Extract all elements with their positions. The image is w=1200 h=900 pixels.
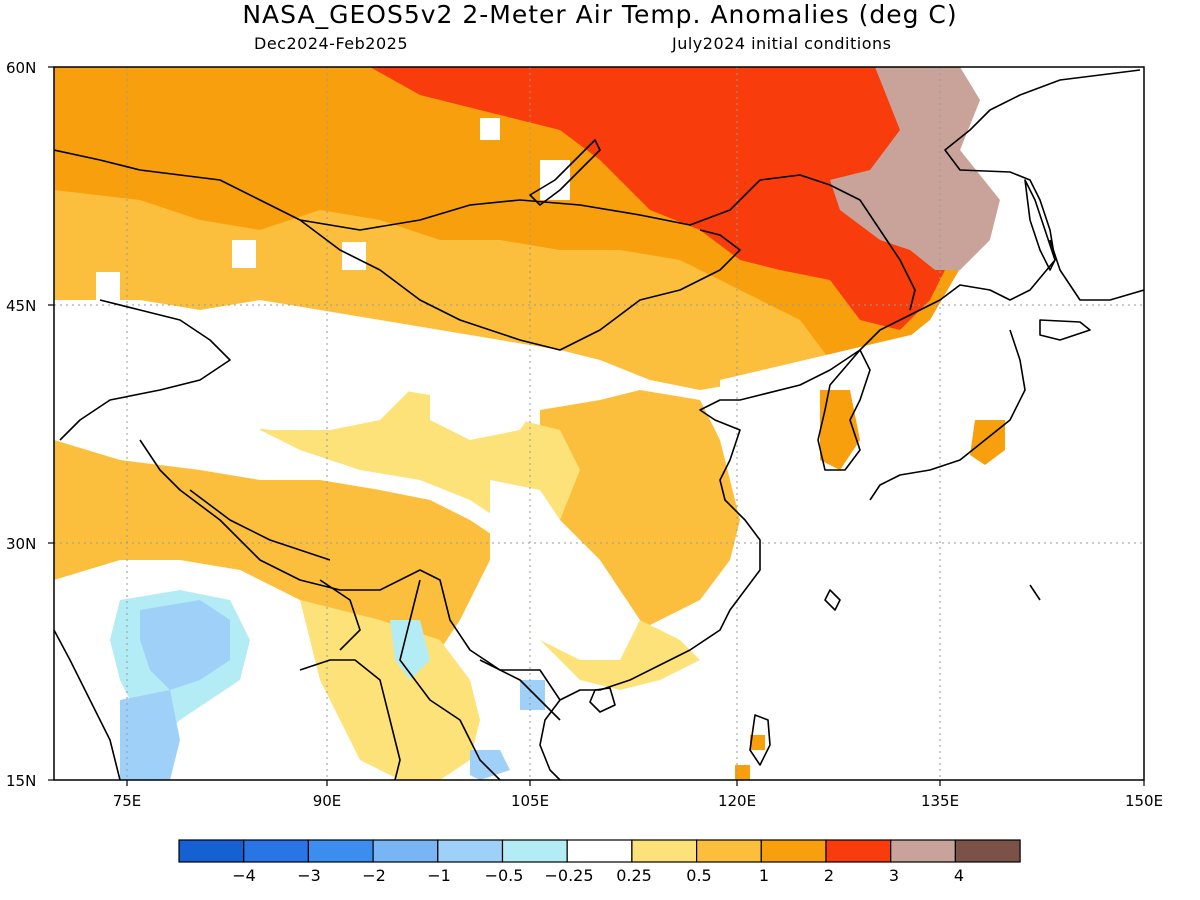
colorbar-swatch [760,839,827,863]
colorbar-swatch [890,839,957,863]
colorbar-label: 3 [888,866,900,885]
colorbar [178,839,1021,863]
colorbar-swatch [372,839,439,863]
colorbar-label: −4 [232,866,256,885]
axis-ticks [48,66,1145,786]
colorbar-swatch [954,839,1021,863]
lon-label-150e: 150E [1124,792,1164,810]
initial-conditions-label: July2024 initial conditions [672,34,892,53]
lon-label-135e: 135E [920,792,960,810]
lon-label-105e: 105E [510,792,550,810]
colorbar-label: −1 [427,866,451,885]
colorbar-swatch [501,839,568,863]
colorbar-swatch [178,839,245,863]
colorbar-label: 2 [823,866,835,885]
lat-label-60n: 60N [6,59,37,77]
map-frame [53,66,1145,781]
colorbar-label: 4 [953,866,965,885]
lon-label-75e: 75E [112,792,142,810]
colorbar-swatch [243,839,309,863]
colorbar-label: −0.25 [544,866,594,885]
anomaly-shading [54,67,1144,780]
colorbar-label: 0.5 [686,866,712,885]
colorbar-swatch [437,839,504,863]
lat-label-30n: 30N [6,535,37,553]
colorbar-swatch [631,839,698,863]
map-title: NASA_GEOS5v2 2-Meter Air Temp. Anomalies… [242,0,958,29]
lat-label-15n: 15N [6,772,37,790]
colorbar-label: −0.5 [484,866,524,885]
colorbar-label: 1 [758,866,770,885]
colorbar-label: −3 [297,866,321,885]
colorbar-label: −2 [362,866,386,885]
lon-label-120e: 120E [717,792,757,810]
colorbar-swatch [825,839,892,863]
lat-label-45n: 45N [6,297,37,315]
colorbar-label: 0.25 [616,866,652,885]
colorbar-swatch [695,839,762,863]
colorbar-swatch [307,839,374,863]
colorbar-swatch [566,839,633,863]
lon-label-90e: 90E [312,792,342,810]
season-label: Dec2024-Feb2025 [254,34,408,53]
coastlines-borders [54,69,1144,780]
